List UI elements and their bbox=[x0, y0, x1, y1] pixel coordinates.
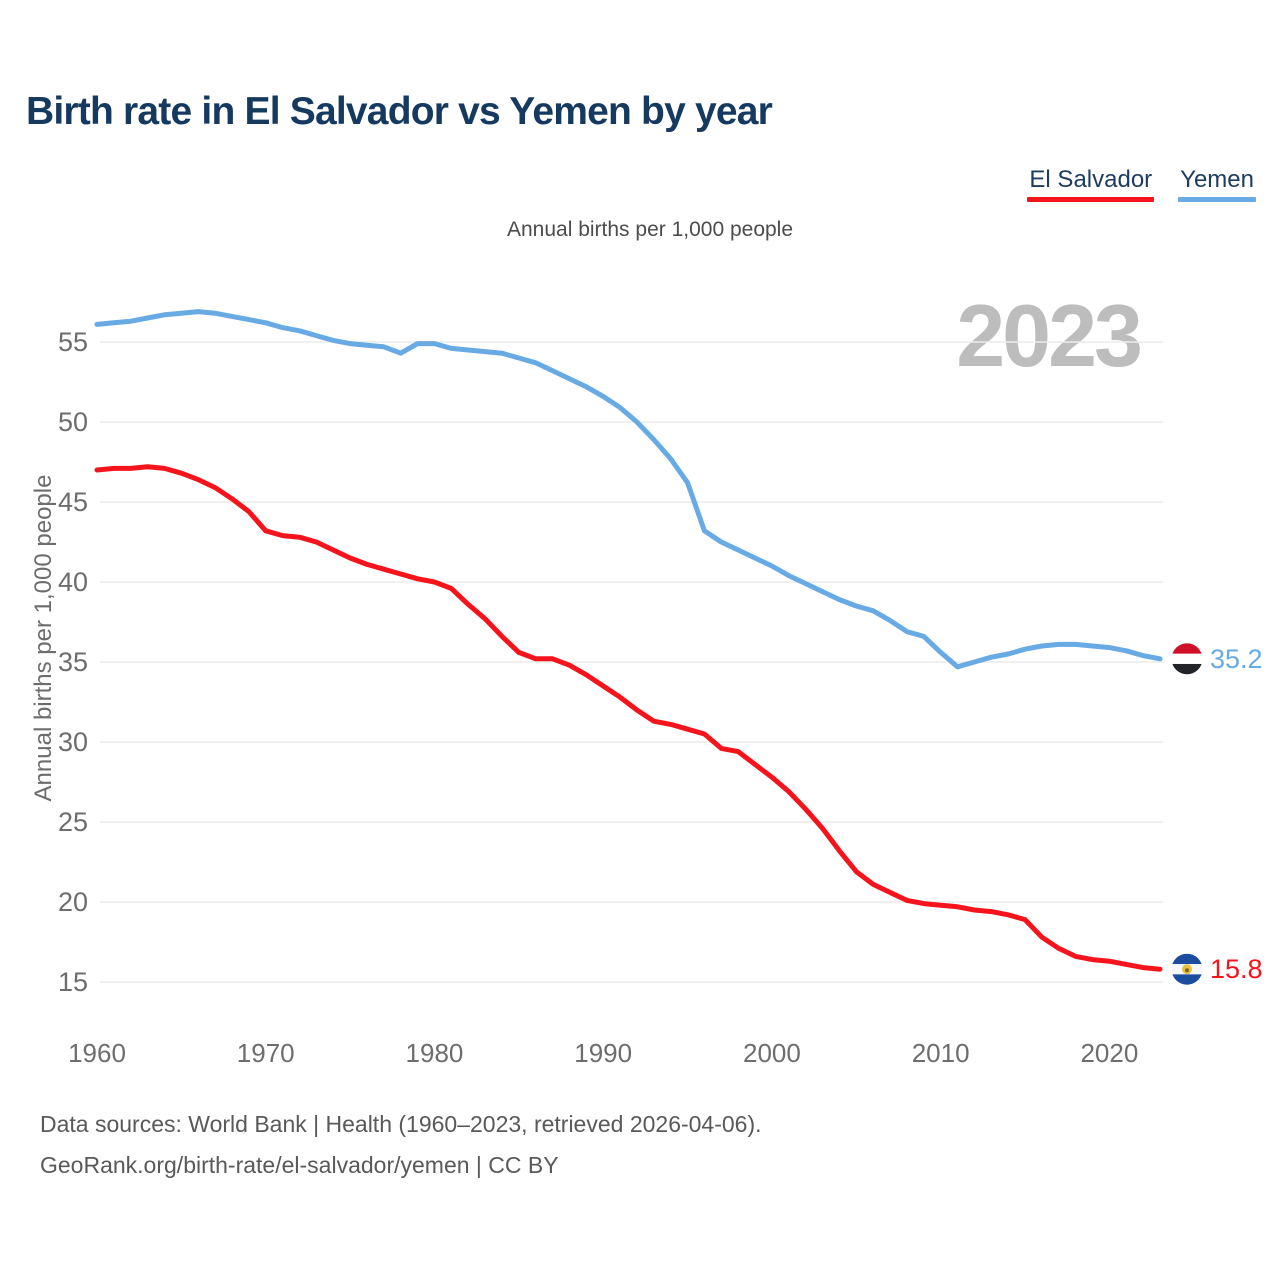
y-tick-label-15: 15 bbox=[58, 967, 88, 997]
y-tick-label-35: 35 bbox=[58, 647, 88, 677]
el-salvador-flag-stripe-0 bbox=[1171, 953, 1203, 965]
y-tick-label-45: 45 bbox=[58, 487, 88, 517]
yemen-flag-stripe-1 bbox=[1171, 653, 1203, 665]
yemen-flag-stripe-2 bbox=[1171, 663, 1203, 675]
footer-attribution: GeoRank.org/birth-rate/el-salvador/yemen… bbox=[40, 1152, 559, 1179]
x-tick-label-2000: 2000 bbox=[743, 1038, 801, 1068]
legend-item-el-salvador[interactable]: El Salvador bbox=[1027, 166, 1155, 202]
legend-label-yemen: Yemen bbox=[1180, 166, 1254, 193]
legend-underline-yemen bbox=[1178, 197, 1256, 202]
footer-data-sources: Data sources: World Bank | Health (1960–… bbox=[40, 1111, 762, 1137]
legend-item-yemen[interactable]: Yemen bbox=[1178, 166, 1256, 202]
yemen-end-value: 35.2 bbox=[1210, 644, 1263, 674]
x-tick-label-1990: 1990 bbox=[574, 1038, 632, 1068]
el-salvador-flag-emblem-detail bbox=[1185, 968, 1189, 973]
y-tick-label-25: 25 bbox=[58, 807, 88, 837]
yemen-flag bbox=[1171, 643, 1203, 675]
series-line-el-salvador bbox=[94, 464, 1163, 972]
y-tick-label-55: 55 bbox=[58, 327, 88, 357]
x-tick-label-2020: 2020 bbox=[1080, 1038, 1138, 1068]
year-watermark: 2023 bbox=[956, 286, 1143, 385]
legend-label-el-salvador: El Salvador bbox=[1029, 166, 1153, 193]
y-tick-label-50: 50 bbox=[58, 407, 88, 437]
footer: Data sources: World Bank | Health (1960–… bbox=[40, 1104, 762, 1187]
el-salvador-end-value: 15.8 bbox=[1210, 954, 1263, 984]
chart-title: Birth rate in El Salvador vs Yemen by ye… bbox=[26, 90, 773, 133]
x-tick-label-1960: 1960 bbox=[68, 1038, 126, 1068]
el-salvador-flag-stripe-2 bbox=[1171, 974, 1203, 985]
legend-underline-el-salvador bbox=[1027, 197, 1155, 202]
y-tick-label-20: 20 bbox=[58, 887, 88, 917]
x-tick-label-2010: 2010 bbox=[912, 1038, 970, 1068]
x-tick-label-1970: 1970 bbox=[237, 1038, 295, 1068]
yemen-flag-stripe-0 bbox=[1171, 643, 1203, 655]
series-line-yemen bbox=[94, 309, 1163, 670]
el-salvador-flag bbox=[1171, 953, 1203, 985]
chart-subtitle: Annual births per 1,000 people bbox=[506, 218, 794, 241]
y-tick-label-30: 30 bbox=[58, 727, 88, 757]
x-tick-label-1980: 1980 bbox=[406, 1038, 464, 1068]
legend: El Salvador Yemen bbox=[1027, 166, 1256, 202]
y-tick-label-40: 40 bbox=[58, 567, 88, 597]
